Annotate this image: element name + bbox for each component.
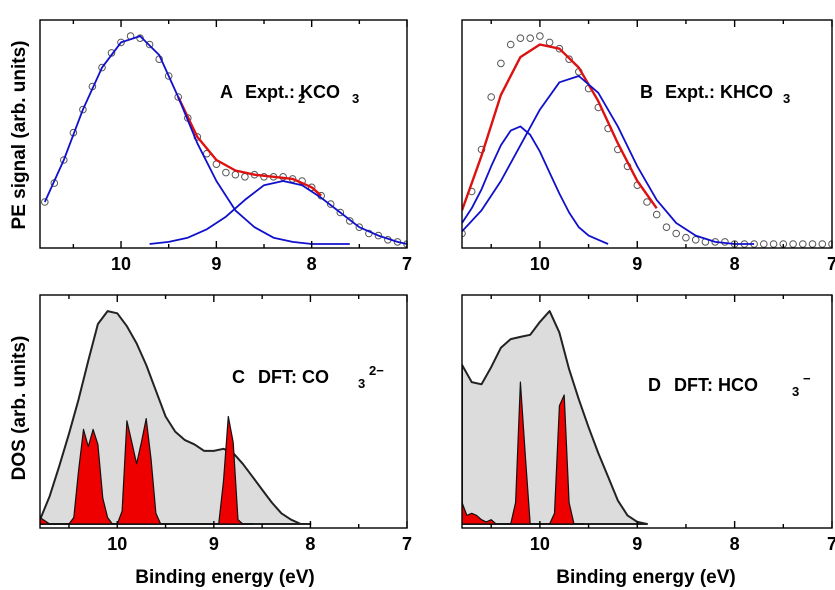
data-point	[769, 240, 778, 248]
plot-frame	[39, 294, 408, 529]
stick-dos-area	[40, 415, 254, 525]
plot-area	[40, 310, 312, 525]
plot-area	[41, 32, 407, 248]
panel-label: B	[640, 82, 653, 102]
fit-component-line	[462, 75, 755, 245]
x-tick-label: 10	[530, 254, 550, 274]
plot-area	[462, 32, 832, 248]
data-point	[41, 198, 49, 206]
data-point	[174, 93, 182, 101]
panel-title: Expt.: K	[245, 82, 313, 102]
ylabel-bottom: DOS (arb. units)	[9, 336, 30, 481]
data-point	[355, 223, 364, 231]
broadened-dos-area	[462, 310, 648, 525]
x-tick-label: 7	[827, 254, 835, 274]
data-point	[60, 156, 68, 164]
panel-title-subscript: 2	[298, 91, 305, 106]
data-point	[487, 93, 496, 101]
data-point	[516, 34, 525, 43]
panel-d: 10 9 8 7 D DFT: HCO 3−	[461, 294, 835, 554]
x-tick-label: 9	[211, 254, 221, 274]
data-point	[545, 38, 554, 47]
panel-label: A	[220, 82, 233, 102]
x-tick-label: 8	[305, 534, 315, 554]
x-tick-label: 7	[402, 534, 412, 554]
panel-label: D	[648, 375, 661, 395]
xlabel-right: Binding energy (eV)	[556, 567, 735, 588]
data-point	[789, 240, 797, 248]
data-point	[222, 168, 230, 177]
fit-total-line	[462, 43, 658, 211]
plot-frame	[461, 294, 833, 529]
data-point	[336, 208, 345, 217]
data-point	[497, 59, 505, 68]
ylabel-top: PE signal (arb. units)	[9, 41, 30, 230]
panel-b: 10 9 8 7 B Expt.: KHCO 3	[461, 19, 835, 274]
data-point	[799, 240, 807, 248]
x-tick-label: 8	[730, 534, 740, 554]
panel-title-superscript: 2−	[369, 363, 384, 378]
stick-dos-area	[462, 381, 585, 525]
x-tick-label: 10	[107, 534, 127, 554]
panel-title-part: CO	[313, 82, 340, 102]
data-point	[117, 38, 125, 47]
data-point	[652, 210, 661, 219]
panel-a: 10 9 8 7 A Expt.: K2 CO 3	[39, 19, 412, 274]
fit-total-line	[177, 96, 322, 197]
plot-area	[462, 310, 648, 525]
x-tick-label: 8	[307, 254, 317, 274]
panel-title: DFT: HCO	[674, 375, 758, 395]
panel-title: Expt.: KHCO	[665, 82, 773, 102]
panels: 10 9 8 7 A Expt.: K2 CO 3 10 9 8 7 B Expt.: KHCO 3 10 9 8…	[39, 19, 835, 554]
data-point	[374, 231, 383, 240]
data-point	[808, 240, 817, 248]
data-point	[506, 40, 515, 49]
fit-component-line	[43, 35, 350, 245]
data-point	[672, 229, 681, 238]
panel-label: C	[232, 367, 245, 387]
x-tick-label: 7	[402, 254, 412, 274]
fit-component-line	[149, 180, 407, 245]
x-tick-label: 9	[632, 534, 642, 554]
panel-title-superscript: −	[803, 371, 811, 386]
data-point	[691, 236, 700, 244]
x-tick-label: 9	[209, 534, 219, 554]
data-point	[98, 63, 106, 72]
fit-component-line	[462, 125, 609, 245]
plot-frame	[39, 19, 408, 249]
panel-title-subscript: 3	[358, 376, 365, 391]
data-point	[536, 32, 544, 40]
data-point	[241, 173, 249, 181]
data-point	[828, 240, 832, 248]
data-point	[231, 170, 240, 179]
x-tick-label: 7	[827, 534, 835, 554]
x-tick-label: 10	[111, 254, 131, 274]
x-tick-label: 9	[632, 254, 642, 274]
data-point	[682, 233, 690, 242]
data-point	[326, 200, 335, 208]
xlabel-left: Binding energy (eV)	[135, 567, 314, 588]
data-point	[818, 240, 827, 248]
data-point	[145, 40, 154, 49]
data-point	[760, 240, 768, 248]
data-point	[79, 105, 87, 114]
panel-title-subscript: 3	[352, 91, 359, 106]
panel-c: 10 9 8 7 C DFT: CO 3 2−	[39, 294, 412, 554]
broadened-dos-area	[40, 310, 312, 525]
data-point	[164, 72, 173, 80]
data-point	[565, 55, 573, 64]
data-point	[526, 34, 535, 43]
panel-title-subscript: 3	[792, 384, 799, 399]
data-point	[346, 217, 354, 225]
panel-title-subscript: 3	[783, 91, 790, 106]
panel-title: DFT: CO	[258, 367, 329, 387]
x-tick-label: 8	[730, 254, 740, 274]
data-point	[643, 198, 651, 206]
data-point	[662, 223, 671, 231]
x-tick-label: 10	[530, 534, 550, 554]
plot-frame	[461, 19, 833, 249]
